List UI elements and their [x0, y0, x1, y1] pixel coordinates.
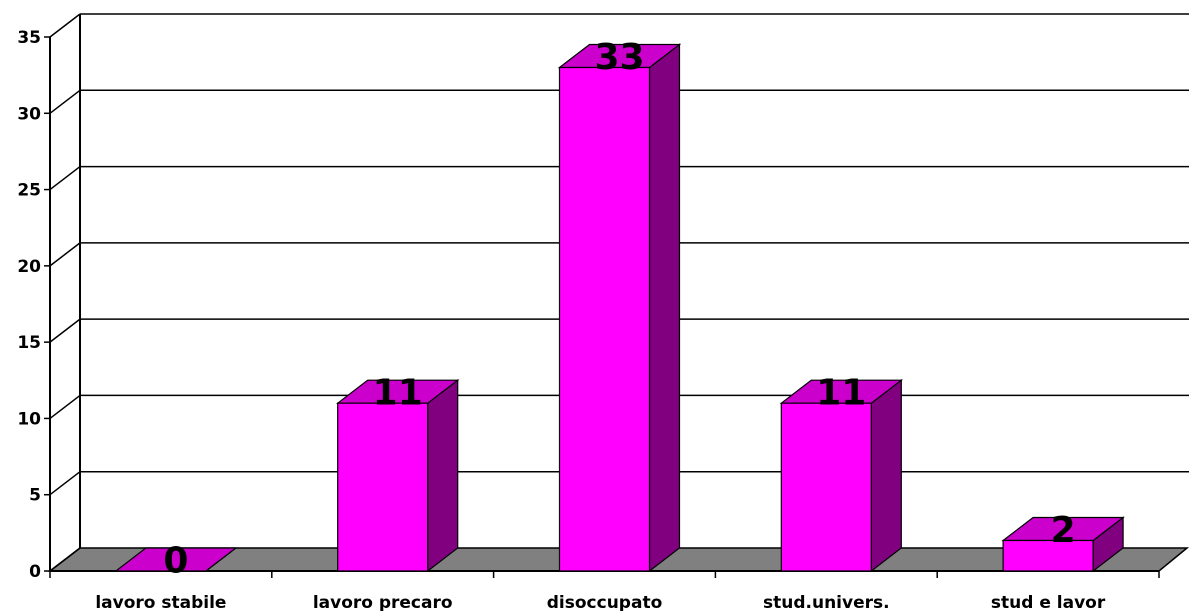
bar-front	[558, 66, 651, 572]
y-tick-label: 20	[17, 257, 41, 277]
bar	[114, 547, 238, 572]
side-gridline	[49, 13, 81, 38]
bar-front	[337, 402, 429, 572]
y-tick-label: 30	[17, 104, 41, 124]
bar-top	[114, 547, 238, 572]
data-label: 33	[594, 37, 644, 78]
x-category-label: stud.univers.	[763, 593, 890, 611]
side-gridline	[49, 394, 81, 420]
bar-side	[648, 43, 681, 573]
y-tick-label: 0	[29, 562, 41, 582]
bar	[335, 378, 460, 573]
data-label: 11	[373, 373, 423, 414]
y-tick-label: 15	[17, 333, 41, 353]
y-tick-label: 25	[17, 181, 41, 201]
x-category-label: disoccupato	[547, 593, 663, 611]
data-label: 0	[163, 541, 188, 582]
y-tick-label: 5	[29, 486, 41, 506]
x-category-labels: lavoro stabile lavoro precaro disoccupato s…	[95, 593, 1106, 611]
bar	[779, 378, 904, 573]
bar-front	[780, 402, 872, 572]
side-gridline	[49, 242, 81, 267]
data-labels: 0 11 33 11 2	[163, 37, 1075, 581]
bar	[557, 43, 682, 573]
bar-side	[870, 378, 902, 573]
x-category-label: lavoro stabile	[95, 593, 226, 611]
side-gridline	[49, 89, 81, 114]
bar-side	[427, 378, 459, 573]
side-gridline	[49, 165, 81, 191]
side-gridline	[49, 318, 81, 343]
bar	[1001, 516, 1125, 573]
bar-front	[1002, 539, 1094, 572]
y-tick-labels: 0 5 10 15 20 25 30 35	[17, 28, 50, 582]
data-label: 2	[1051, 510, 1076, 551]
y-tick-label: 35	[17, 28, 41, 48]
bars	[114, 43, 1125, 573]
y-tick-label: 10	[17, 409, 41, 429]
x-category-label: stud e lavor	[991, 593, 1106, 611]
side-gridline	[49, 547, 81, 572]
x-category-label: lavoro precaro	[313, 593, 453, 611]
side-gridline	[49, 471, 81, 496]
data-label: 11	[816, 373, 866, 414]
